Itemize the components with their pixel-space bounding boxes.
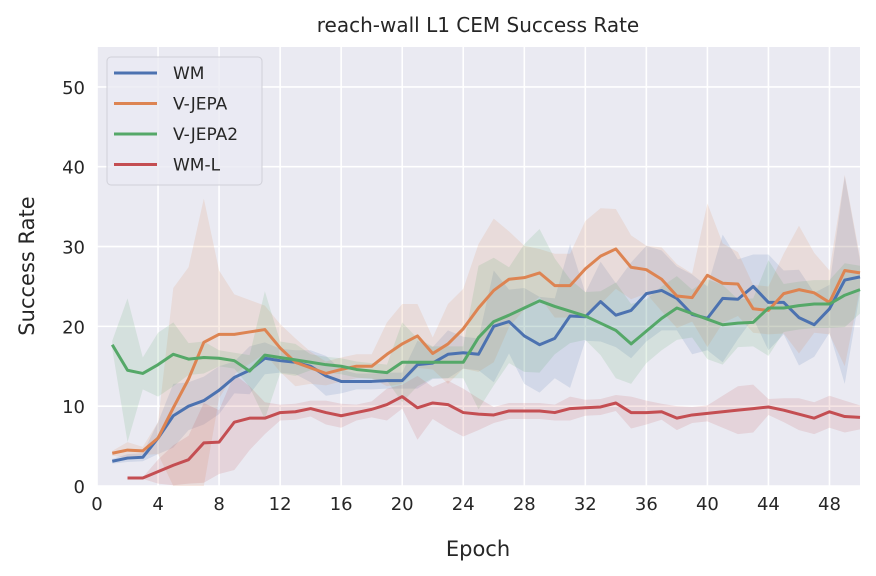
band-wm-l — [127, 374, 860, 486]
x-tick-label: 32 — [574, 494, 597, 515]
legend-box — [106, 56, 263, 186]
x-tick-label: 44 — [757, 494, 780, 515]
y-tick-label: 40 — [62, 158, 85, 179]
line-wm-l — [127, 395, 861, 480]
x-tick-label: 16 — [330, 494, 353, 515]
y-tick-label: 0 — [74, 477, 85, 498]
x-tick-label: 8 — [213, 494, 224, 515]
legend-label: V-JEPA — [173, 95, 228, 115]
x-tick-label: 0 — [91, 494, 102, 515]
legend-label: WM — [173, 64, 204, 84]
legend: WM V-JEPA V-JEPA2 WM-L — [106, 56, 263, 186]
chart-title: reach-wall L1 CEM Success Rate — [317, 13, 639, 37]
series-lines — [110, 247, 861, 480]
legend-label: WM-L — [173, 156, 221, 176]
x-tick-label: 36 — [635, 494, 658, 515]
line-wm — [111, 275, 861, 463]
y-axis-label: Success Rate — [15, 196, 39, 335]
x-axis-label: Epoch — [446, 537, 510, 561]
x-tick-label: 4 — [152, 494, 163, 515]
x-tick-label: 28 — [513, 494, 536, 515]
band-v-jepa2 — [112, 228, 860, 443]
y-tick-label: 20 — [62, 317, 85, 338]
y-tick-label: 30 — [62, 238, 85, 259]
band-wm — [112, 176, 860, 464]
x-tick-label: 48 — [818, 494, 841, 515]
x-tick-label: 20 — [391, 494, 414, 515]
y-tick-label: 10 — [62, 397, 85, 418]
line-v-jepa2 — [110, 288, 861, 375]
x-tick-label: 24 — [452, 494, 475, 515]
x-tick-label: 12 — [269, 494, 292, 515]
y-tick-label: 50 — [62, 78, 85, 99]
line-v-jepa — [111, 247, 861, 455]
x-tick-label: 40 — [696, 494, 719, 515]
legend-label: V-JEPA2 — [173, 125, 238, 145]
